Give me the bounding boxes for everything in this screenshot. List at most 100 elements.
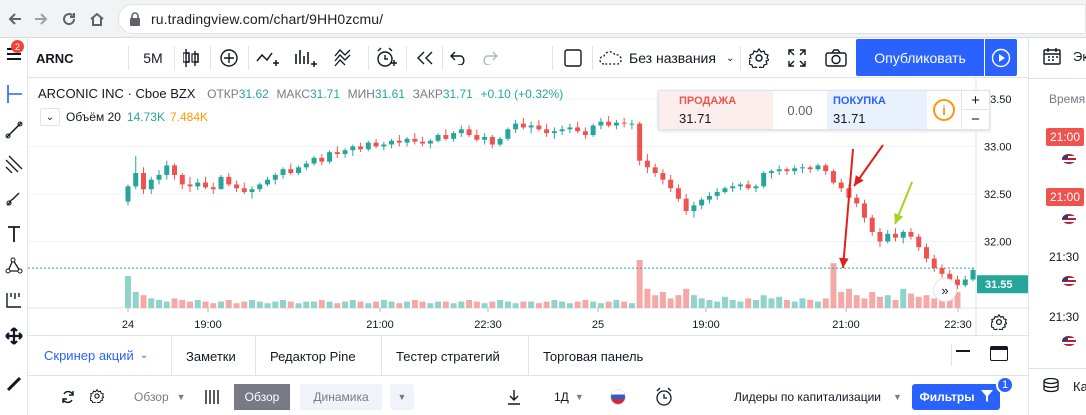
event-time[interactable]: 21:30 (1049, 250, 1080, 264)
gear-icon (88, 388, 105, 406)
candle-body (559, 129, 565, 132)
tab-pine-editor[interactable]: Редактор Pine (255, 336, 370, 376)
menu-icon[interactable]: 2 (0, 38, 28, 70)
candle-body (923, 247, 929, 259)
alert-icon[interactable] (372, 38, 400, 78)
trade-panel: ПРОДАЖА 31.71 0.00 ПОКУПКА 31.71 i + − (658, 90, 990, 130)
undo-icon[interactable] (446, 38, 472, 78)
minimize-icon[interactable] (956, 350, 970, 352)
sell-label: ПРОДАЖА (679, 95, 737, 107)
volume-bar (698, 298, 705, 308)
plus-icon[interactable]: + (961, 91, 989, 110)
divider (174, 46, 175, 70)
tab-overview[interactable]: Обзор (234, 384, 290, 410)
volume-bar (636, 260, 643, 308)
columns-icon[interactable] (200, 384, 224, 410)
tab-strategy-tester[interactable]: Тестер стратегий (381, 336, 514, 376)
replay-icon[interactable] (412, 38, 438, 78)
event-time[interactable]: 21:00 (1046, 188, 1084, 206)
tab-stock-screener[interactable]: Скринер акций ⌄ (36, 336, 157, 374)
volume-bar (473, 301, 480, 308)
volume-bar (458, 301, 465, 308)
settings-icon[interactable] (746, 38, 772, 78)
candle-body (404, 138, 410, 143)
chart-pane[interactable]: 33.50 33.00 32.50 32.00 31.55 24 19:00 21:00 22:… (28, 78, 1028, 335)
volume-bar (481, 303, 488, 308)
volume-bar (822, 298, 829, 308)
alarm-icon[interactable] (648, 384, 682, 410)
calendar-icon[interactable] (1043, 47, 1061, 68)
chart-settings-icon[interactable] (989, 313, 1009, 333)
layout-name-button[interactable]: Без названия ⌄ (598, 38, 738, 78)
pattern-tool-icon[interactable] (0, 250, 28, 282)
volume-bar (326, 301, 333, 308)
volume-bar (900, 288, 907, 308)
maximize-icon[interactable] (990, 346, 1008, 361)
ruler-icon[interactable] (0, 368, 28, 400)
info-icon[interactable]: i (933, 99, 955, 121)
chart-type-icon[interactable] (178, 38, 204, 78)
buy-button[interactable]: ПОКУПКА 31.71 (827, 91, 927, 129)
back-icon[interactable] (2, 6, 28, 32)
volume-bar (489, 301, 496, 308)
reload-icon[interactable] (56, 6, 82, 32)
candle-body (373, 142, 379, 147)
brush-icon[interactable] (0, 184, 28, 216)
volume-bar (752, 300, 759, 308)
collapse-legend-button[interactable]: ⌄ (40, 108, 60, 126)
redo-icon[interactable] (476, 38, 502, 78)
select-area-icon[interactable] (560, 38, 586, 78)
red-annotation-arrow-head (854, 175, 864, 186)
candle-body (675, 188, 681, 199)
text-tool-icon[interactable] (0, 218, 28, 250)
scroll-to-realtime-button[interactable]: » (933, 278, 957, 302)
caret-down-icon[interactable]: ▼ (390, 384, 414, 410)
measure-icon[interactable] (0, 284, 28, 316)
publish-button[interactable]: Опубликовать (856, 39, 984, 76)
tab-notes[interactable]: Заметки (171, 336, 250, 376)
compare-add-icon[interactable] (216, 38, 242, 78)
home-icon[interactable] (84, 6, 110, 32)
column-set-select[interactable]: Обзор ▼ (124, 384, 196, 410)
download-icon[interactable] (502, 384, 526, 410)
symbol-search-button[interactable]: ARNC (36, 50, 74, 66)
candle-body (962, 279, 968, 286)
indicators-icon[interactable] (254, 38, 282, 78)
filters-label: Фильтры (919, 390, 975, 404)
interval-button[interactable]: 5M (143, 50, 163, 66)
financials-icon[interactable] (292, 38, 320, 78)
fullscreen-icon[interactable] (784, 38, 810, 78)
candle-body (164, 165, 170, 175)
volume-bar (435, 301, 442, 308)
sell-button[interactable]: ПРОДАЖА 31.71 (659, 91, 773, 129)
cursor-move-icon[interactable] (0, 320, 28, 352)
forward-icon[interactable] (28, 6, 54, 32)
filters-button[interactable]: Фильтры (912, 384, 1000, 410)
candle-body (272, 174, 278, 180)
sort-preset-select[interactable]: Лидеры по капитализации ▼ (722, 384, 910, 410)
volume-bar (590, 301, 597, 308)
event-time[interactable]: 21:00 (1046, 128, 1084, 146)
crosshair-icon[interactable] (0, 78, 28, 110)
interval-select[interactable]: 1Д ▼ (540, 384, 590, 410)
snapshot-icon[interactable] (822, 38, 850, 78)
coins-icon[interactable] (1043, 377, 1061, 397)
spread-value: 0.00 (787, 102, 813, 118)
candle-body (358, 146, 364, 150)
candle-body (830, 171, 836, 183)
minus-icon[interactable]: − (961, 110, 989, 129)
russia-flag-icon[interactable] (606, 384, 630, 410)
trend-line-icon[interactable] (0, 114, 28, 146)
templates-icon[interactable] (332, 38, 360, 78)
fib-tool-icon[interactable] (0, 148, 28, 180)
event-time[interactable]: 21:30 (1049, 310, 1080, 324)
publish-video-button[interactable] (985, 39, 1017, 76)
refresh-screener-button[interactable] (56, 384, 108, 410)
candle-body (683, 198, 689, 212)
buy-label: ПОКУПКА (833, 95, 886, 107)
tab-dynamics[interactable]: Динамика (300, 384, 382, 410)
tab-trading-panel[interactable]: Торговая панель (528, 336, 657, 376)
volume-bar (225, 300, 232, 308)
address-bar[interactable]: ru.tradingview.com/chart/9HH0zcmu/ (118, 4, 1086, 34)
volume-bar (520, 301, 527, 308)
